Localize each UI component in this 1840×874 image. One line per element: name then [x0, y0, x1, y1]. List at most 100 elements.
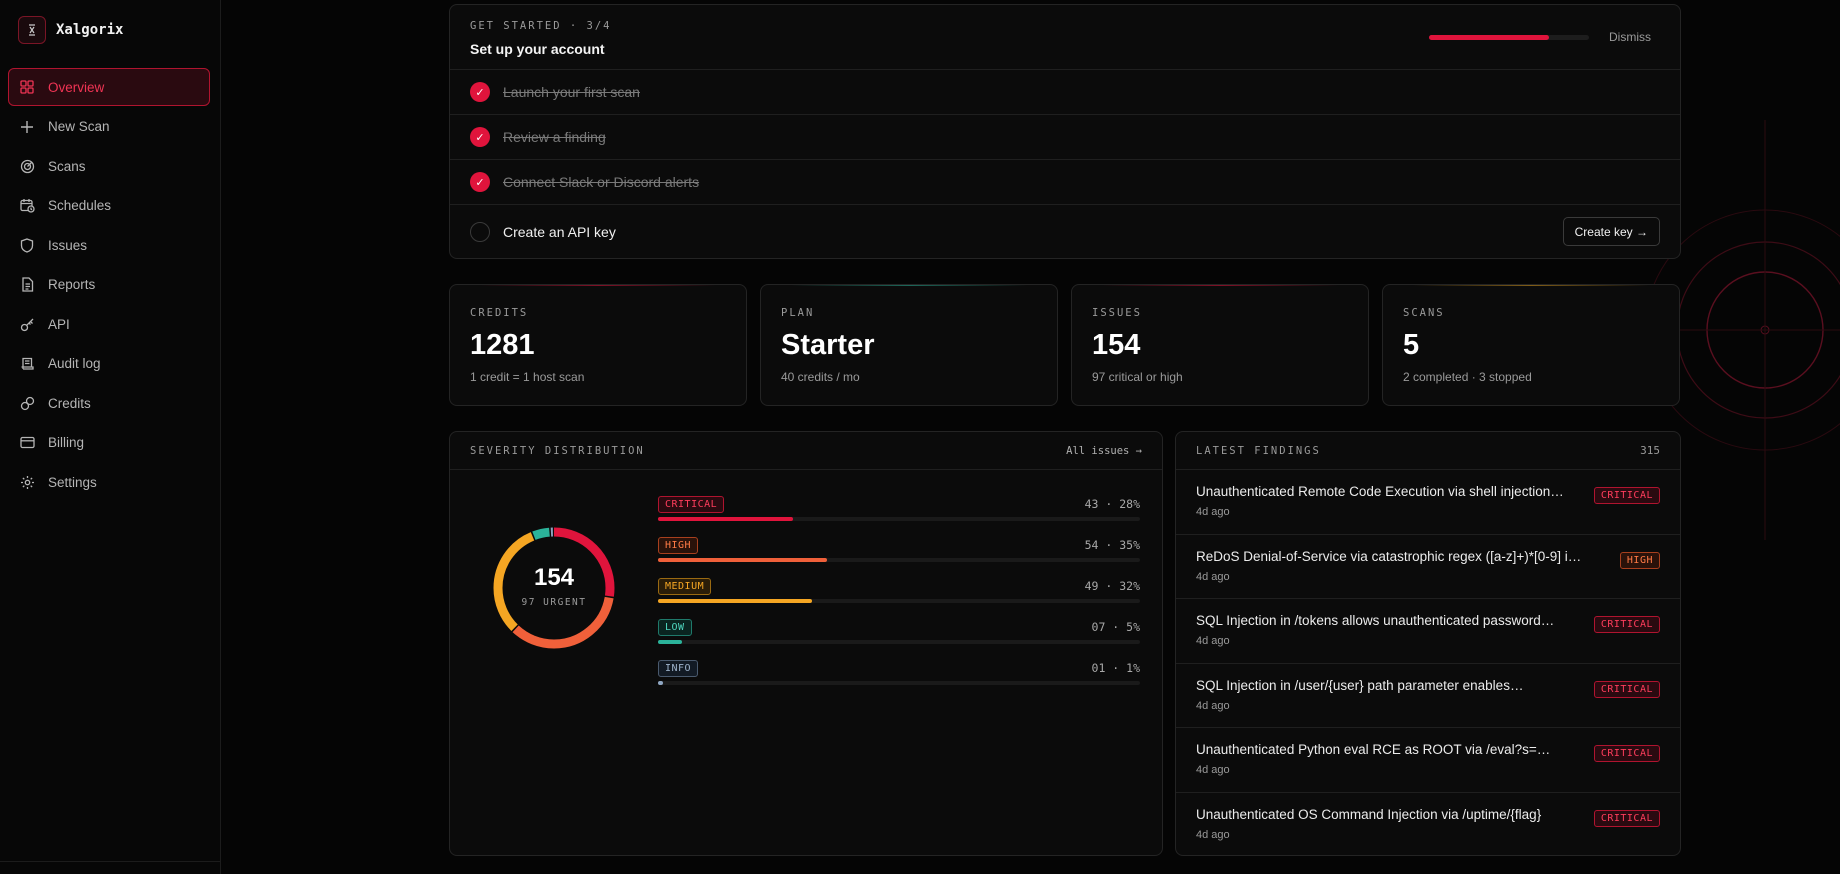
finding-severity-badge: CRITICAL	[1593, 680, 1660, 698]
sidebar-item-scans[interactable]: Scans	[8, 147, 210, 185]
severity-row-low[interactable]: LOW 07 · 5%	[658, 617, 1140, 658]
check-icon: ✓	[470, 172, 490, 192]
scroll-icon	[19, 356, 35, 372]
severity-bar-track	[658, 681, 1140, 685]
checklist-item[interactable]: Create an API key	[450, 205, 1680, 258]
severity-bar-track	[658, 517, 1140, 521]
sidebar-item-overview[interactable]: Overview	[8, 68, 210, 106]
findings-list: Unauthenticated Remote Code Execution vi…	[1176, 470, 1680, 856]
finding-row[interactable]: SQL Injection in /user/{user} path param…	[1176, 664, 1680, 728]
sidebar-item-reports[interactable]: Reports	[8, 266, 210, 304]
severity-badge: LOW	[658, 619, 692, 636]
sidebar: Xalgorix Overview New Scan Scans Schedules I…	[0, 0, 221, 874]
sidebar-item-new-scan[interactable]: New Scan	[8, 108, 210, 146]
severity-row-medium[interactable]: MEDIUM 49 · 32%	[658, 576, 1140, 617]
sidebar-item-audit-log[interactable]: Audit log	[8, 345, 210, 383]
checklist-item[interactable]: ✓ Connect Slack or Discord alerts	[450, 160, 1680, 205]
getting-started-header: GET STARTED · 3/4 Set up your account Di…	[450, 5, 1680, 70]
dismiss-button[interactable]: Dismiss	[1609, 30, 1651, 44]
donut-slice-high	[493, 527, 615, 649]
shield-icon	[19, 237, 35, 253]
checklist-item-label: Create an API key	[503, 224, 616, 240]
latest-findings-card: LATEST FINDINGS 315 Unauthenticated Remo…	[1175, 431, 1681, 856]
severity-bar-track	[658, 599, 1140, 603]
findings-title: LATEST FINDINGS	[1196, 444, 1321, 457]
stat-value: 5	[1403, 329, 1420, 361]
sidebar-divider	[0, 861, 220, 862]
finding-row[interactable]: Unauthenticated Python eval RCE as ROOT …	[1176, 728, 1680, 793]
calendar-clock-icon	[19, 198, 35, 214]
finding-severity-badge: CRITICAL	[1593, 487, 1660, 504]
sidebar-item-label: Audit log	[48, 356, 101, 371]
severity-bars: CRITICAL 43 · 28% HIGH 54 · 35% MEDIUM 49 · 3…	[658, 494, 1140, 699]
donut-urgent: 97 URGENT	[522, 597, 587, 608]
finding-title: ReDoS Denial-of-Service via catastrophic…	[1196, 548, 1582, 564]
finding-time: 4d ago	[1196, 764, 1230, 776]
getting-started-progress	[1429, 35, 1589, 40]
stat-value: 1281	[470, 329, 535, 361]
check-icon: ✓	[470, 127, 490, 147]
severity-bar-track	[658, 558, 1140, 562]
severity-header: SEVERITY DISTRIBUTION All issues →	[450, 432, 1162, 470]
getting-started-label: GET STARTED · 3/4	[470, 20, 612, 32]
stat-label: ISSUES	[1092, 307, 1142, 319]
sidebar-item-label: Overview	[48, 79, 105, 95]
finding-title: SQL Injection in /tokens allows unauthen…	[1196, 613, 1555, 628]
stat-accent-line	[1102, 285, 1338, 286]
severity-count: 43 · 28%	[1084, 497, 1140, 511]
sidebar-item-api[interactable]: API	[8, 305, 210, 343]
sidebar-item-label: Billing	[48, 435, 85, 450]
stat-value: 154	[1092, 329, 1141, 361]
findings-count: 315	[1640, 444, 1660, 457]
stat-subtext: 2 completed · 3 stopped	[1403, 370, 1532, 384]
getting-started-title: Set up your account	[470, 41, 605, 57]
checklist-item[interactable]: ✓ Launch your first scan	[450, 70, 1680, 115]
finding-row[interactable]: Unauthenticated Remote Code Execution vi…	[1176, 470, 1680, 535]
finding-title: Unauthenticated Remote Code Execution vi…	[1196, 484, 1564, 499]
sidebar-item-issues[interactable]: Issues	[8, 226, 210, 264]
finding-row[interactable]: ReDoS Denial-of-Service via catastrophic…	[1176, 535, 1680, 599]
sidebar-item-label: API	[48, 316, 70, 332]
all-issues-link[interactable]: All issues →	[1066, 444, 1142, 457]
severity-row-critical[interactable]: CRITICAL 43 · 28%	[658, 494, 1140, 535]
severity-donut-chart: 154 97 URGENT	[493, 527, 615, 649]
findings-header: LATEST FINDINGS 315	[1176, 432, 1680, 470]
severity-badge: INFO	[658, 660, 699, 677]
finding-row[interactable]: Unauthenticated OS Command Injection via…	[1176, 793, 1680, 856]
stat-card-plan: PLAN Starter 40 credits / mo	[760, 284, 1058, 406]
severity-row-info[interactable]: INFO 01 · 1%	[658, 658, 1140, 699]
finding-time: 4d ago	[1196, 828, 1230, 841]
sidebar-item-settings[interactable]: Settings	[8, 463, 210, 501]
checklist-item-label: Connect Slack or Discord alerts	[503, 174, 700, 190]
sidebar-item-schedules[interactable]: Schedules	[8, 187, 210, 225]
stat-subtext: 1 credit = 1 host scan	[470, 370, 585, 384]
checklist-item[interactable]: ✓ Review a finding	[450, 115, 1680, 160]
severity-badge: HIGH	[658, 537, 699, 554]
brand[interactable]: Xalgorix	[0, 0, 220, 60]
severity-distribution-card: SEVERITY DISTRIBUTION All issues → 154 9…	[449, 431, 1163, 856]
finding-severity-badge: CRITICAL	[1593, 616, 1660, 633]
sidebar-item-label: Reports	[48, 277, 96, 292]
severity-count: 01 · 1%	[1091, 661, 1140, 675]
sidebar-item-credits[interactable]: Credits	[8, 384, 210, 422]
finding-time: 4d ago	[1196, 570, 1230, 583]
severity-row-high[interactable]: HIGH 54 · 35%	[658, 535, 1140, 576]
create-key-button[interactable]: Create key →	[1562, 217, 1660, 246]
sidebar-item-label: Credits	[48, 395, 91, 411]
severity-badge: MEDIUM	[658, 578, 712, 595]
finding-row[interactable]: SQL Injection in /tokens allows unauthen…	[1176, 599, 1680, 664]
grid-icon	[19, 79, 35, 95]
stat-card-scans: SCANS 5 2 completed · 3 stopped	[1382, 284, 1680, 406]
checklist-item-label: Launch your first scan	[503, 84, 640, 100]
sidebar-item-label: Issues	[48, 237, 88, 253]
severity-bar-fill	[658, 558, 827, 562]
sidebar-item-label: New Scan	[48, 119, 110, 134]
sidebar-item-billing[interactable]: Billing	[8, 424, 210, 462]
card-icon	[19, 435, 35, 451]
finding-severity-badge: HIGH	[1619, 551, 1660, 569]
donut-total: 154	[534, 564, 575, 591]
brand-logo-icon	[18, 16, 46, 44]
getting-started-card: GET STARTED · 3/4 Set up your account Di…	[449, 4, 1681, 259]
stat-label: PLAN	[781, 307, 815, 319]
document-icon	[19, 277, 35, 293]
